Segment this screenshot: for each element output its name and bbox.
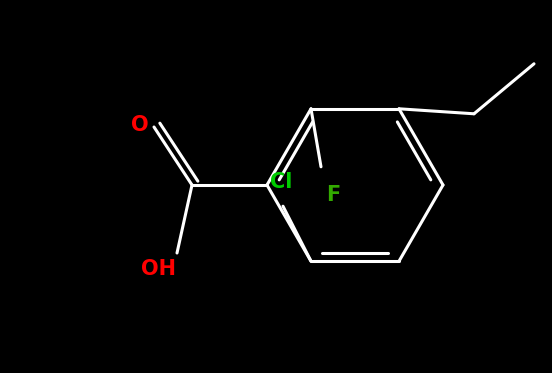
Text: OH: OH — [141, 259, 177, 279]
Text: Cl: Cl — [270, 172, 292, 192]
Text: F: F — [326, 185, 340, 205]
Text: O: O — [131, 115, 149, 135]
